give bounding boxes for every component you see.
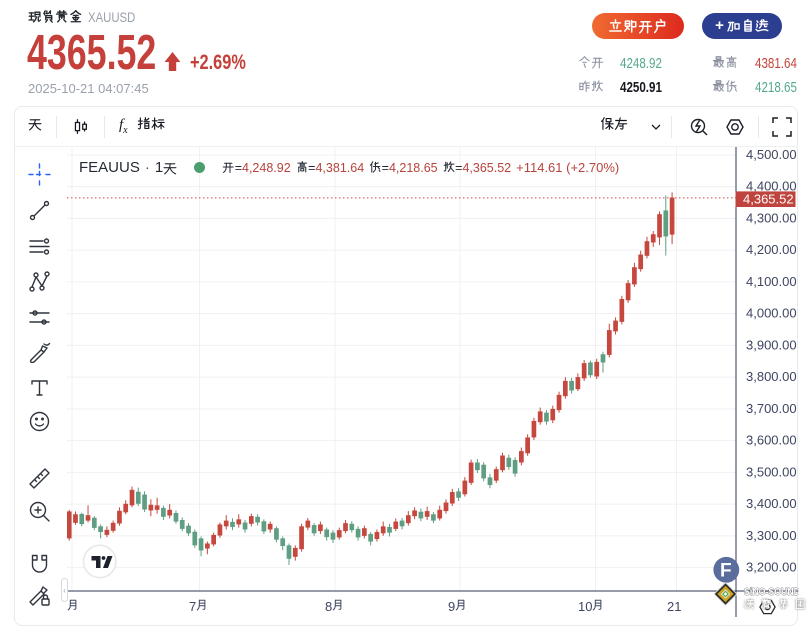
svg-text:3,500.00: 3,500.00 [746,464,797,479]
svg-text:3,400.00: 3,400.00 [746,496,797,511]
svg-text:4,000.00: 4,000.00 [746,306,797,321]
svg-text:3,300.00: 3,300.00 [746,528,797,543]
svg-text:4,100.00: 4,100.00 [746,274,797,289]
svg-text:4,300.00: 4,300.00 [746,210,797,225]
svg-text:4,400.00: 4,400.00 [746,179,797,194]
svg-text:3,700.00: 3,700.00 [746,401,797,416]
svg-text:4,500.00: 4,500.00 [746,147,797,162]
svg-text:3,800.00: 3,800.00 [746,369,797,384]
svg-text:4,365.52: 4,365.52 [743,192,794,207]
svg-text:SiNO-SOUND: SiNO-SOUND [744,586,799,598]
svg-text:3,900.00: 3,900.00 [746,337,797,352]
svg-text:3,200.00: 3,200.00 [746,560,797,575]
svg-text:F: F [720,561,732,582]
svg-text:3,600.00: 3,600.00 [746,433,797,448]
svg-text:4,200.00: 4,200.00 [746,242,797,257]
